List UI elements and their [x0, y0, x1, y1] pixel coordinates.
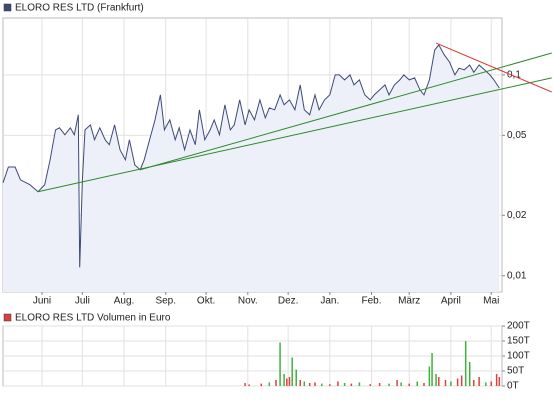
volume-bar	[485, 382, 487, 386]
x-tick-label: Mai	[483, 296, 499, 307]
x-tick-label: Nov.	[238, 296, 258, 307]
y-tick-label: 150T	[507, 336, 530, 347]
y-tick-label: 0,02	[507, 210, 527, 221]
y-tick-label: 0T	[507, 381, 519, 392]
x-tick-label: Sep.	[155, 296, 176, 307]
volume-bar	[283, 374, 285, 386]
volume-bar	[343, 383, 346, 386]
x-tick-label: Dez.	[278, 296, 299, 307]
volume-bar	[350, 383, 353, 386]
volume-bar	[473, 380, 475, 386]
x-tick-label: Aug.	[114, 296, 135, 307]
volume-bar	[279, 342, 281, 386]
x-tick-label: April	[441, 296, 461, 307]
volume-bar	[460, 375, 463, 386]
y-tick-label: 0,05	[507, 130, 527, 141]
volume-bar	[248, 384, 250, 386]
volume-bar	[358, 382, 361, 386]
legend-label: ELORO RES LTD (Frankfurt)	[15, 3, 144, 14]
volume-bar	[337, 381, 339, 386]
y-tick-label: 0,01	[507, 270, 527, 281]
volume-bar	[329, 384, 331, 386]
volume-bar	[378, 383, 381, 386]
volume-bar	[288, 377, 291, 386]
area-fill	[3, 44, 500, 293]
volume-bar	[314, 382, 316, 386]
volume-bar	[299, 380, 301, 386]
y-tick-label: 100T	[507, 351, 530, 362]
x-tick-label: Feb.	[362, 296, 382, 307]
volume-bar	[260, 383, 262, 386]
volume-bar	[444, 380, 447, 386]
volume-bar	[450, 381, 452, 386]
legend-label: ELORO RES LTD Volumen in Euro	[15, 313, 171, 324]
volume-bar	[495, 374, 498, 386]
x-tick-label: Jan.	[320, 296, 339, 307]
volume-bar	[456, 378, 459, 386]
price-line	[2, 44, 500, 268]
x-tick-label: Okt.	[197, 296, 215, 307]
legend-swatch	[3, 313, 12, 322]
volume-bar	[286, 378, 288, 386]
y-tick-label: 0,1	[507, 70, 521, 81]
trend-line	[435, 42, 552, 93]
volume-bar	[396, 380, 398, 386]
volume-bar	[400, 382, 402, 386]
volume-bar	[303, 381, 306, 386]
volume-bar	[468, 362, 471, 386]
volume-bar	[268, 382, 271, 386]
volume-bar	[275, 380, 277, 386]
y-tick-label: 200T	[507, 321, 530, 332]
volume-bar	[369, 384, 371, 386]
volume-bar	[431, 353, 433, 386]
volume-bar	[435, 374, 437, 386]
y-tick-label: 50T	[507, 366, 524, 377]
volume-bar	[408, 383, 410, 386]
trend-line	[37, 77, 552, 193]
trend-line	[140, 52, 552, 171]
volume-bar	[423, 383, 425, 386]
volume-bar	[244, 383, 246, 386]
volume-bar	[428, 366, 431, 386]
volume-bar	[464, 341, 467, 386]
x-tick-label: Juli	[75, 296, 90, 307]
volume-bar	[498, 377, 501, 386]
volume-bar	[438, 377, 440, 386]
x-tick-label: März	[398, 296, 420, 307]
volume-bar	[321, 383, 323, 386]
volume-bar	[295, 369, 297, 386]
volume-bar	[478, 377, 480, 386]
volume-bar	[416, 381, 419, 386]
volume-bar	[291, 357, 293, 386]
volume-bar	[490, 381, 492, 386]
volume-bar	[388, 383, 390, 386]
legend-swatch	[3, 3, 12, 12]
x-tick-label: Juni	[33, 296, 51, 307]
volume-bar	[308, 383, 311, 386]
